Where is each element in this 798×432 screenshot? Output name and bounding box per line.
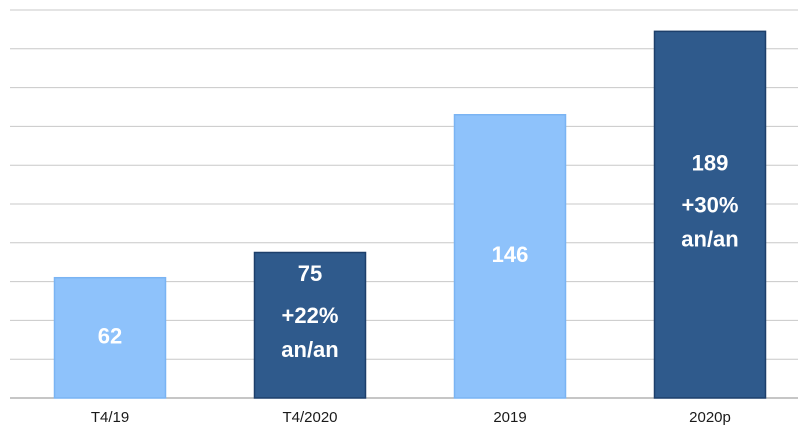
x-tick-label: T4/2020 [282,409,337,426]
value-label: 146 [492,242,529,267]
bar [53,276,167,399]
annotation: +30% [682,192,739,217]
value-label: 62 [98,324,122,349]
bar [653,30,767,399]
value-label: 75 [298,261,322,286]
annotation: an/an [681,226,738,251]
x-tick-label: 2020p [689,409,731,426]
bar [253,251,367,399]
value-label: 189 [692,150,729,175]
annotation: +22% [282,303,339,328]
annotation: an/an [281,337,338,362]
bar [453,114,567,399]
x-tick-label: T4/19 [91,409,129,426]
x-tick-label: 2019 [493,409,526,426]
